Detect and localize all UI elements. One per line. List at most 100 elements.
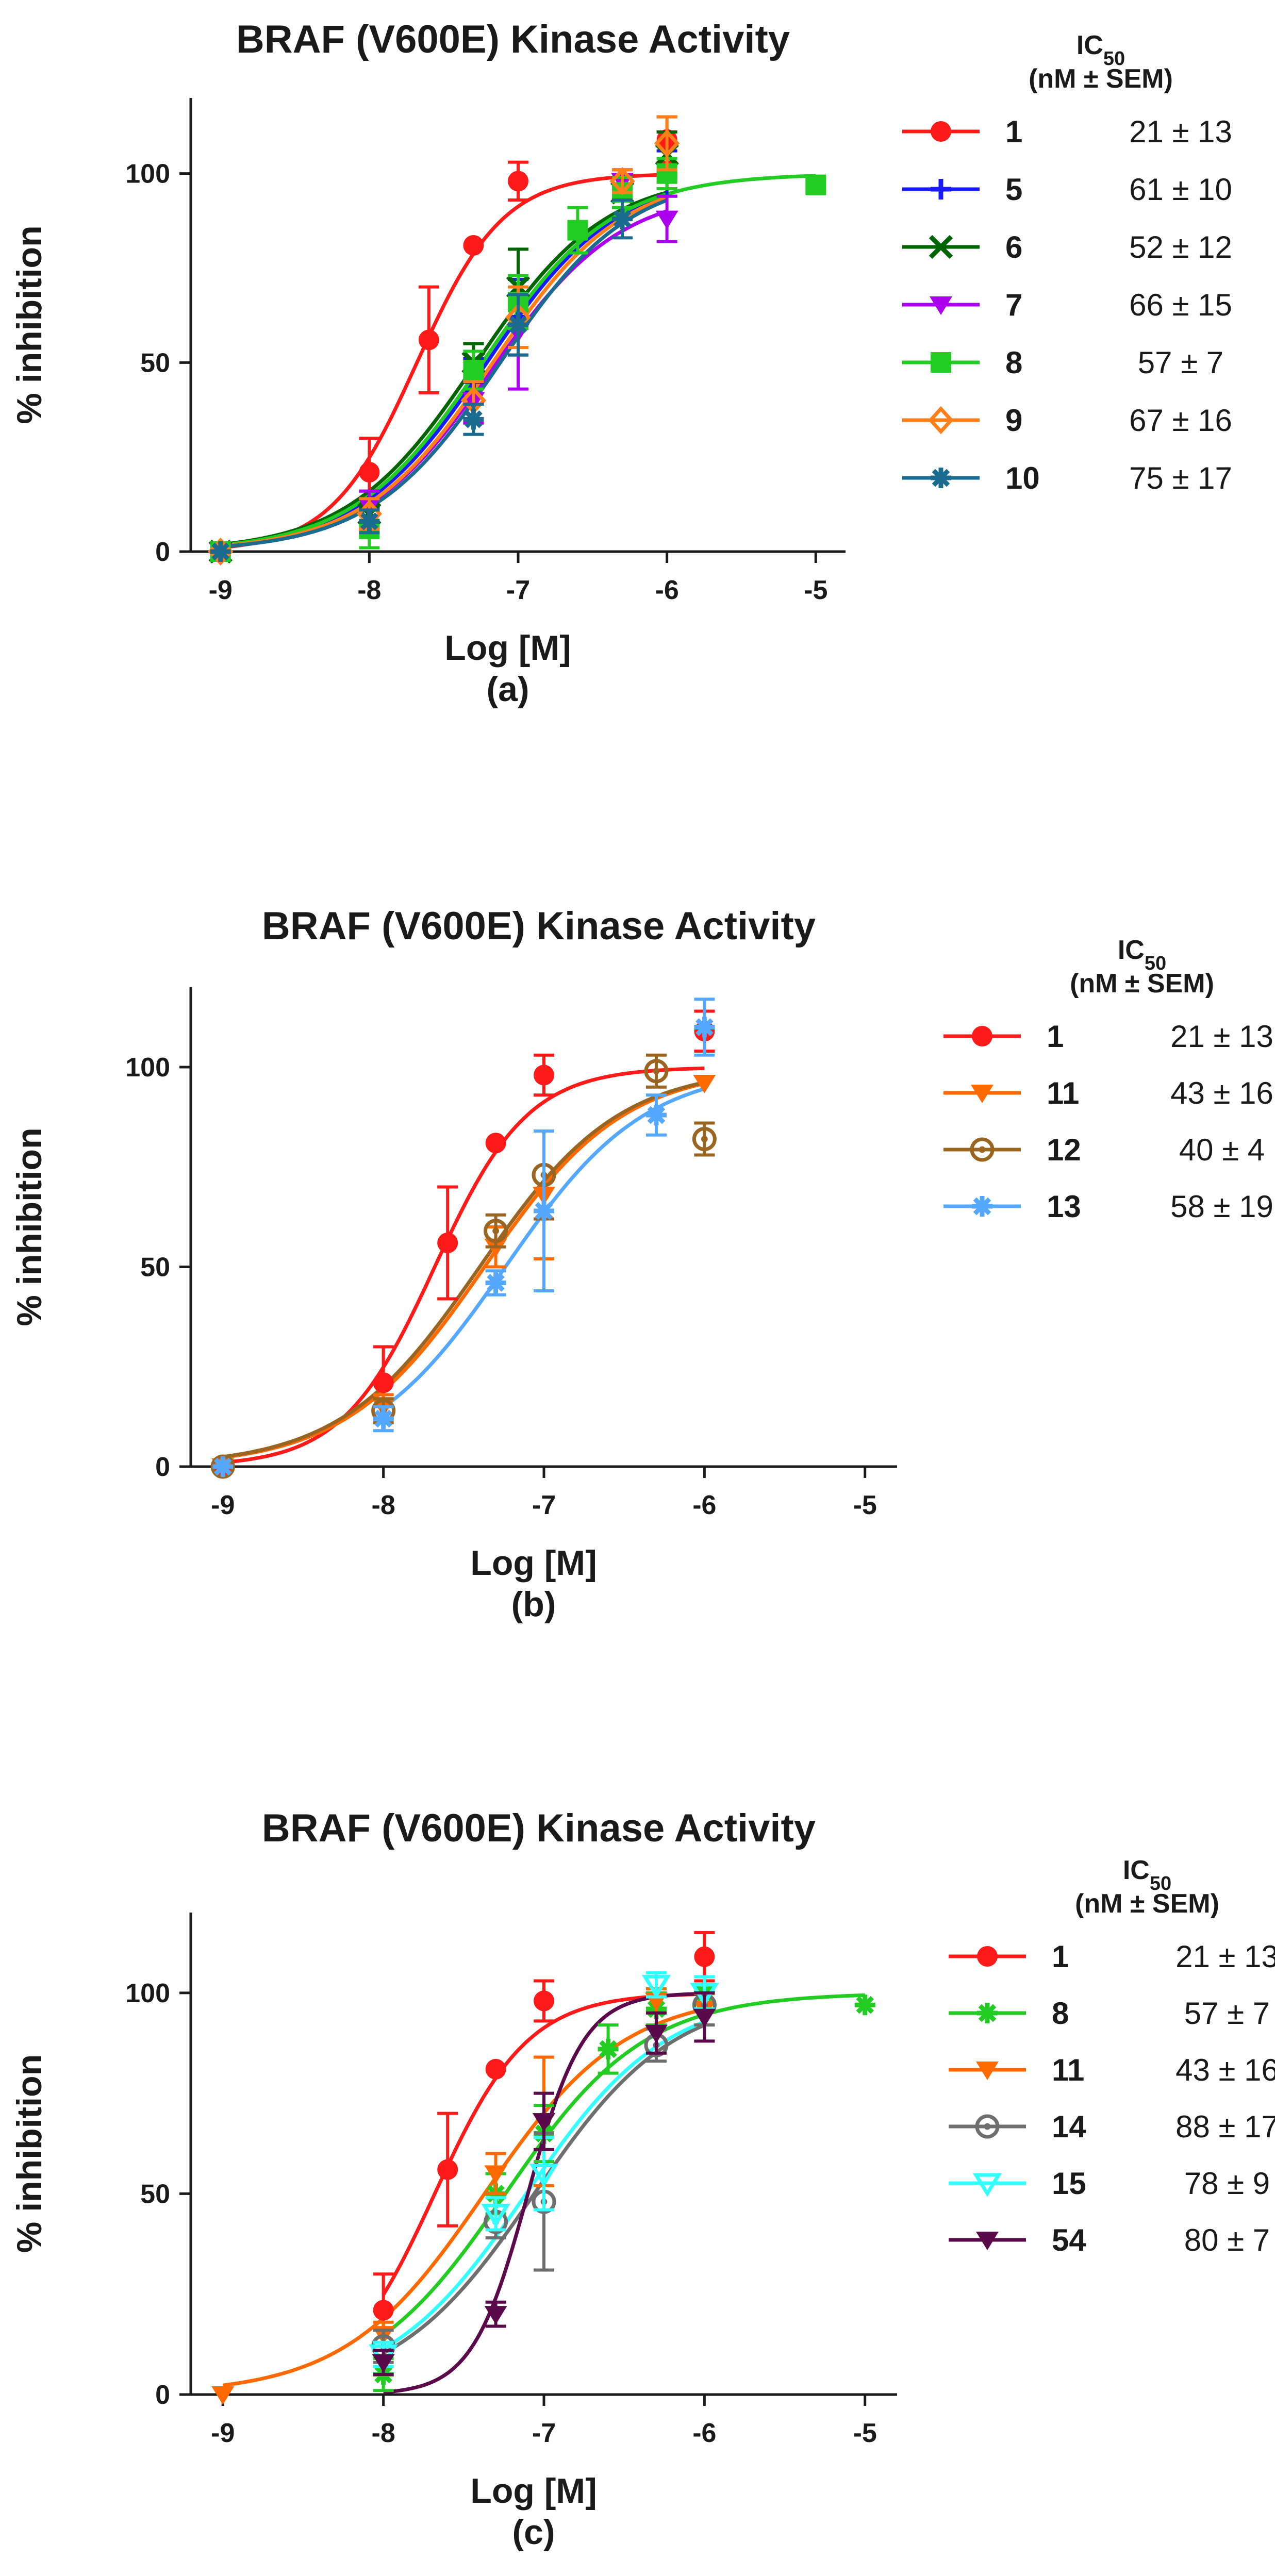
legend-ic50-value: 66 ± 15 [1129,288,1232,322]
legend-ic50-value: 21 ± 13 [1129,114,1232,149]
legend-compound-id: 11 [1052,2053,1084,2087]
legend-item-11: 11 43 ± 16 [949,2053,1275,2087]
legend-compound-id: 8 [1005,345,1022,380]
legend-item-10: 10 75 ± 17 [902,461,1232,495]
legend-marker-icon [975,2114,1000,2139]
legend-item-1: 1 21 ± 13 [902,114,1232,149]
data-point-54 [484,2306,507,2325]
data-point-54 [693,2008,716,2027]
legend-ic50-value: 67 ± 16 [1129,403,1232,438]
legend-item-1: 1 21 ± 13 [949,1939,1275,1974]
x-tick-label: -8 [372,2418,395,2448]
error-bar-9 [656,115,677,172]
data-point-12 [692,1127,717,1151]
legend-compound-id: 13 [1047,1189,1081,1224]
legend-compound-id: 1 [1052,1939,1069,1974]
legend-marker-icon [931,121,951,142]
legend-ic50-value: 21 ± 13 [1170,1019,1273,1054]
data-point-12 [644,1059,669,1084]
legend-marker-icon-core [983,2008,992,2018]
chart-title: BRAF (V600E) Kinase Activity [262,904,816,948]
y-tick-label: 0 [155,537,170,567]
legend-compound-id: 5 [1005,172,1022,207]
legend-ic50-value: 61 ± 10 [1129,172,1232,207]
data-point-13-core [491,1278,501,1288]
legend-marker-icon [971,1085,993,1103]
data-point-13-core [651,1110,661,1120]
data-point-1 [534,1065,554,1086]
fit-curve-8 [382,1993,865,2337]
data-point-1 [437,1233,458,1253]
fit-curve-1 [222,1066,705,1465]
legend-marker-icon [972,2173,1002,2197]
fit-curve-5 [220,193,668,547]
legend-marker-icon [928,406,954,435]
y-tick-label: 50 [140,1253,170,1283]
data-point-12-center [701,1136,708,1142]
data-point-1 [418,329,439,351]
fit-curve-10 [220,198,668,549]
legend-item-54: 54 80 ± 7 [949,2223,1270,2257]
y-tick-label: 100 [125,159,170,189]
legend-item-5: 5 61 ± 10 [902,172,1232,207]
legend-compound-id: 12 [1047,1133,1081,1167]
y-tick-label: 50 [140,348,170,378]
data-point-7 [655,210,678,229]
data-point-8 [463,360,484,380]
x-tick-label: -9 [209,575,233,605]
legend-header-units: (nM ± SEM) [1070,969,1214,999]
chart-panel-2: BRAF (V600E) Kinase Activity 0 50 100 -9 -8 -7… [10,904,1273,1624]
legend-compound-id: 10 [1005,461,1040,495]
legend-compound-id: 1 [1005,114,1022,149]
data-point-1 [463,235,484,256]
data-point-10-core [514,320,523,329]
data-point-12-center [492,1227,499,1235]
data-point-10-core [469,414,478,424]
data-point-15 [481,2203,510,2228]
legend-ic50-value: 21 ± 13 [1175,1939,1275,1974]
x-tick-label: -6 [655,575,679,605]
chart-title: BRAF (V600E) Kinase Activity [262,1806,816,1850]
legend-item-15: 15 78 ± 9 [949,2166,1270,2201]
x-tick-label: -5 [804,575,827,605]
y-tick-label: 100 [125,1979,170,2008]
legend-item-14: 14 88 ± 17 [949,2109,1275,2144]
legend-ic50-value: 57 ± 7 [1184,1996,1270,2031]
x-axis-label: Log [M] [470,2471,597,2511]
data-point-11 [211,2386,235,2405]
x-tick-label: -9 [211,1490,235,1520]
x-axis-label: Log [M] [444,628,571,668]
data-point-1 [359,462,380,483]
legend-header-ic50: IC50 [1123,1855,1171,1894]
data-point-10-core [216,547,225,556]
x-tick-label: -6 [692,1490,716,1520]
legend-compound-id: 14 [1052,2109,1086,2144]
legend-header-ic50: IC50 [1118,935,1166,974]
legend-item-8: 8 57 ± 7 [949,1996,1270,2031]
legend-marker-icon-center [979,1146,986,1153]
panel-label: (b) [511,1585,556,1624]
data-point-8 [567,220,588,241]
chart-title: BRAF (V600E) Kinase Activity [236,18,790,61]
fit-curve-11 [222,1082,705,1459]
x-tick-label: -7 [532,1490,556,1520]
legend-ic50-value: 80 ± 7 [1184,2223,1270,2257]
legend-ic50-value: 40 ± 4 [1179,1133,1265,1167]
legend-item-6: 6 52 ± 12 [902,230,1232,264]
legend-ic50-value: 78 ± 9 [1184,2166,1270,2201]
data-point-12 [484,1219,508,1243]
data-point-13-core [700,1022,709,1032]
x-tick-label: -6 [692,2418,716,2448]
data-point-1 [373,1372,394,1393]
legend-ic50-value: 43 ± 16 [1170,1076,1273,1110]
legend-ic50-value: 52 ± 12 [1129,230,1232,264]
panel-label: (c) [512,2513,555,2552]
y-tick-label: 0 [155,2380,170,2410]
data-point-13-core [378,1414,388,1423]
data-point-12-center [653,1068,660,1075]
legend-marker-icon [976,2232,999,2250]
legend-item-7: 7 66 ± 15 [902,288,1232,322]
x-tick-label: -5 [853,2418,877,2448]
legend-marker-icon [930,296,952,315]
y-tick-label: 0 [155,1452,170,1482]
